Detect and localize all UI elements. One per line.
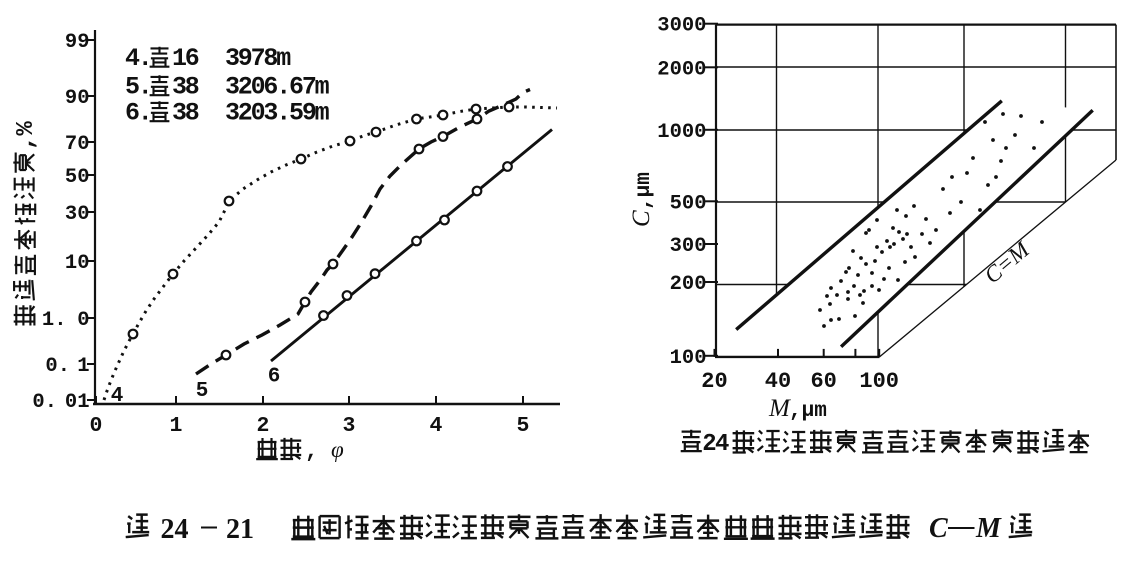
svg-text:5: 5 bbox=[196, 380, 209, 403]
svg-text:,μm: ,μm bbox=[633, 172, 656, 210]
svg-text:90: 90 bbox=[65, 87, 90, 110]
svg-text:0.: 0. bbox=[45, 355, 70, 378]
svg-text:3206.67m: 3206.67m bbox=[225, 73, 330, 102]
svg-text:4.: 4. bbox=[125, 44, 151, 73]
svg-text:38: 38 bbox=[172, 73, 199, 102]
svg-text:16: 16 bbox=[172, 44, 199, 73]
svg-text:C: C bbox=[929, 513, 948, 544]
svg-text:0: 0 bbox=[77, 309, 89, 332]
svg-text:2: 2 bbox=[257, 414, 270, 438]
svg-text:21: 21 bbox=[226, 514, 254, 545]
svg-text:60: 60 bbox=[810, 369, 836, 394]
svg-text:30: 30 bbox=[65, 203, 90, 226]
svg-text:0.: 0. bbox=[32, 391, 57, 414]
svg-text:70: 70 bbox=[65, 133, 90, 156]
svg-text:24: 24 bbox=[702, 431, 729, 458]
svg-text:38: 38 bbox=[172, 99, 199, 128]
svg-text:200: 200 bbox=[670, 273, 707, 296]
svg-text:M: M bbox=[768, 395, 791, 422]
svg-text:4: 4 bbox=[111, 385, 124, 408]
svg-text:100: 100 bbox=[859, 369, 899, 394]
svg-text:,μm: ,μm bbox=[789, 400, 827, 423]
svg-text:5.: 5. bbox=[125, 73, 151, 102]
svg-text:100: 100 bbox=[670, 347, 707, 370]
svg-text:24: 24 bbox=[161, 514, 189, 545]
svg-text:5: 5 bbox=[517, 414, 530, 438]
svg-text:6.: 6. bbox=[125, 99, 151, 128]
svg-text:1000: 1000 bbox=[657, 121, 706, 144]
svg-text:50: 50 bbox=[65, 166, 90, 189]
svg-text:0: 0 bbox=[90, 414, 103, 438]
svg-text:C: C bbox=[628, 210, 655, 227]
svg-text:3203.59m: 3203.59m bbox=[225, 99, 330, 128]
svg-text:,: , bbox=[305, 439, 318, 464]
svg-text:3: 3 bbox=[343, 414, 356, 438]
svg-text:01: 01 bbox=[65, 391, 90, 414]
svg-text:40: 40 bbox=[765, 369, 791, 394]
svg-text:1: 1 bbox=[77, 355, 89, 378]
svg-text:6: 6 bbox=[268, 366, 281, 389]
svg-text:3000: 3000 bbox=[657, 15, 706, 38]
svg-text:3978m: 3978m bbox=[225, 44, 291, 73]
svg-text:20: 20 bbox=[701, 369, 727, 394]
svg-text:500: 500 bbox=[670, 192, 707, 215]
svg-text:φ: φ bbox=[331, 437, 344, 462]
svg-text:10: 10 bbox=[65, 252, 90, 275]
svg-text:M: M bbox=[975, 513, 1002, 544]
svg-text:1: 1 bbox=[170, 414, 183, 438]
svg-text:99: 99 bbox=[65, 31, 90, 54]
svg-text:4: 4 bbox=[430, 414, 443, 438]
svg-text:2000: 2000 bbox=[657, 58, 706, 81]
svg-text:300: 300 bbox=[670, 235, 707, 258]
svg-text:,%: ,% bbox=[13, 121, 40, 150]
svg-text:1.: 1. bbox=[42, 309, 67, 332]
